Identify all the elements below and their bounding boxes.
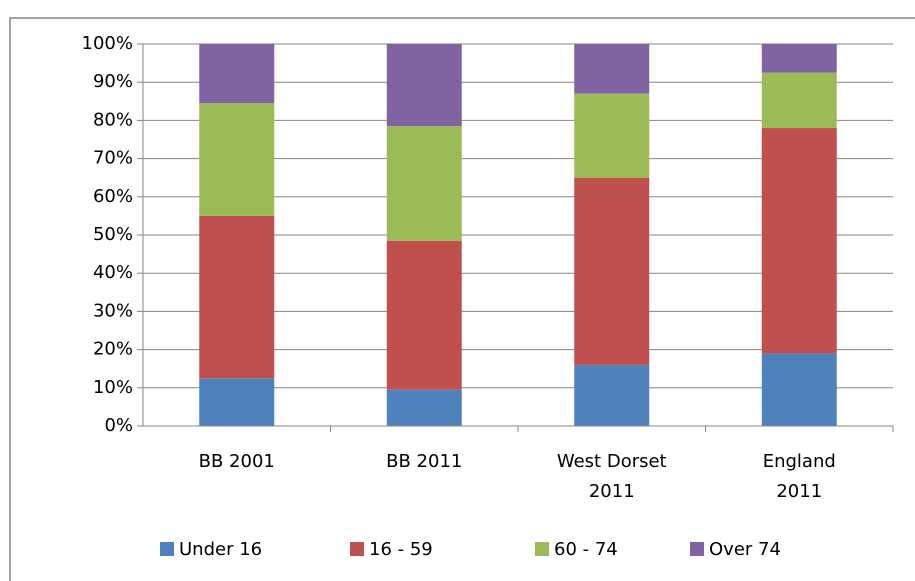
- legend-label: 16 - 59: [369, 539, 433, 560]
- y-tick-label: 80%: [93, 109, 133, 130]
- bar-segment: [574, 177, 650, 365]
- bar-segment: [199, 103, 275, 216]
- legend-swatch: [350, 542, 364, 556]
- legend-label: Over 74: [709, 539, 781, 560]
- x-tick-label: England 2011: [763, 451, 836, 502]
- chart-frame: [9, 17, 915, 581]
- x-tick-label: BB 2001: [199, 451, 275, 472]
- legend-swatch: [160, 542, 174, 556]
- bar-segment: [199, 44, 275, 104]
- bar-segment: [199, 215, 275, 379]
- y-tick-label: 90%: [93, 71, 133, 92]
- y-tick-label: 100%: [82, 33, 133, 54]
- bar-segment: [386, 126, 462, 241]
- y-tick-label: 70%: [93, 148, 133, 169]
- bar-segment: [574, 44, 650, 94]
- bar-segment: [761, 44, 837, 73]
- x-tick-label: West Dorset 2011: [557, 451, 667, 502]
- y-tick-label: 50%: [93, 224, 133, 245]
- legend-label: 60 - 74: [554, 539, 618, 560]
- y-tick-label: 30%: [93, 300, 133, 321]
- bar-segment: [386, 389, 462, 426]
- y-tick-label: 0%: [104, 415, 133, 436]
- y-tick-label: 60%: [93, 186, 133, 207]
- y-tick-label: 40%: [93, 262, 133, 283]
- legend-label: Under 16: [179, 539, 262, 560]
- legend-swatch: [535, 542, 549, 556]
- y-tick-label: 10%: [93, 377, 133, 398]
- x-tick-label: BB 2011: [386, 451, 462, 472]
- bar-segment: [761, 128, 837, 354]
- bar-segment: [574, 364, 650, 426]
- bar-segment: [574, 93, 650, 178]
- bar-segment: [386, 240, 462, 390]
- bar-segment: [386, 44, 462, 127]
- y-tick-label: 20%: [93, 339, 133, 360]
- legend-swatch: [690, 542, 704, 556]
- bar-segment: [761, 353, 837, 426]
- bar-segment: [761, 72, 837, 129]
- bar-segment: [199, 378, 275, 426]
